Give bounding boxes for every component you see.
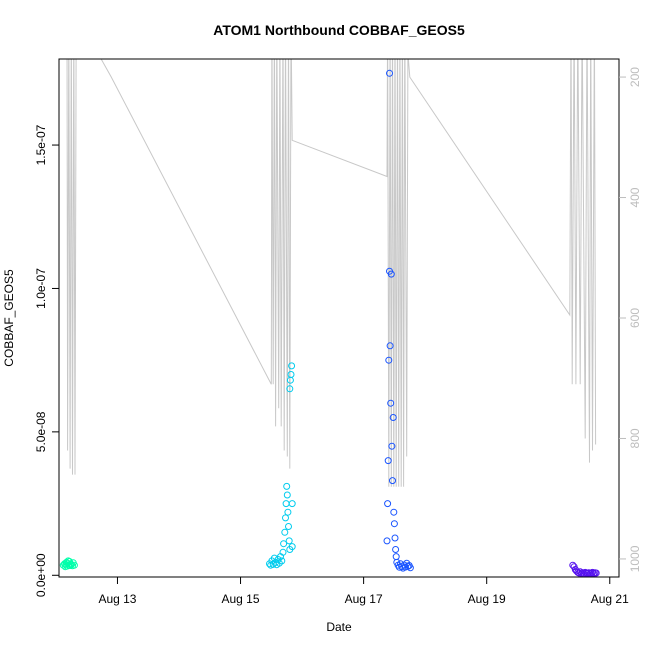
y-tick-label: 1.5e-07 bbox=[34, 124, 48, 165]
x-tick-label: Aug 19 bbox=[468, 592, 506, 606]
data-point bbox=[390, 520, 398, 528]
y2-tick-label: 400 bbox=[628, 187, 642, 207]
data-point bbox=[392, 546, 400, 553]
x-tick-label: Aug 17 bbox=[345, 592, 383, 606]
data-point bbox=[281, 528, 289, 536]
y2-tick-label: 600 bbox=[628, 308, 642, 328]
data-point bbox=[387, 399, 395, 407]
data-point bbox=[389, 477, 396, 485]
data-point bbox=[390, 508, 398, 516]
data-point bbox=[287, 371, 295, 378]
data-point bbox=[278, 557, 286, 565]
data-point bbox=[280, 540, 288, 548]
y2-tick-label: 1000 bbox=[628, 545, 642, 572]
data-point bbox=[385, 356, 393, 364]
data-point bbox=[389, 414, 397, 421]
data-point bbox=[286, 385, 294, 393]
y-tick-label: 0.0e+00 bbox=[34, 553, 48, 597]
data-point bbox=[67, 561, 75, 569]
series-0 bbox=[59, 557, 78, 571]
series-1 bbox=[266, 362, 296, 569]
x-tick-label: Aug 13 bbox=[98, 592, 136, 606]
data-point bbox=[391, 534, 399, 542]
chart-title: ATOM1 Northbound COBBAF_GEOS5 bbox=[213, 22, 465, 38]
data-point bbox=[383, 537, 391, 545]
data-point bbox=[386, 69, 393, 77]
data-point bbox=[406, 564, 414, 572]
data-point bbox=[592, 569, 600, 577]
y-tick-label: 5.0e-08 bbox=[34, 411, 48, 452]
y2-tick-label: 800 bbox=[628, 428, 642, 448]
data-point bbox=[70, 561, 78, 569]
data-point bbox=[388, 442, 396, 450]
series-2 bbox=[383, 69, 414, 572]
series-3 bbox=[569, 561, 600, 577]
y-axis-right: 200 400 600 800 1000 bbox=[619, 67, 642, 572]
data-point bbox=[386, 342, 394, 350]
data-point bbox=[282, 514, 289, 522]
data-point bbox=[288, 543, 296, 551]
data-point bbox=[384, 457, 392, 465]
data-point bbox=[283, 482, 291, 490]
data-point bbox=[589, 568, 596, 576]
data-point bbox=[283, 491, 291, 499]
x-tick-label: Aug 21 bbox=[591, 592, 629, 606]
data-point bbox=[282, 500, 290, 508]
data-point bbox=[285, 537, 293, 545]
pressure-trace-line bbox=[66, 59, 597, 487]
data-point bbox=[288, 362, 296, 370]
data-point bbox=[288, 500, 296, 508]
data-point bbox=[285, 523, 292, 530]
y2-tick-label: 200 bbox=[628, 67, 642, 87]
data-point bbox=[392, 553, 400, 561]
data-point bbox=[387, 270, 395, 278]
data-point bbox=[279, 548, 287, 556]
data-point bbox=[284, 508, 292, 516]
x-axis-label: Date bbox=[326, 620, 352, 634]
data-point bbox=[384, 500, 392, 508]
y-axis-left: 0.0e+00 5.0e-08 1.0e-07 1.5e-07 bbox=[34, 124, 59, 597]
y-axis-label: COBBAF_GEOS5 bbox=[2, 269, 16, 367]
x-axis: Aug 13 Aug 15 Aug 17 Aug 19 Aug 21 bbox=[98, 576, 629, 606]
x-tick-label: Aug 15 bbox=[222, 592, 260, 606]
y-tick-label: 1.0e-07 bbox=[34, 268, 48, 309]
plot-frame bbox=[58, 58, 620, 578]
